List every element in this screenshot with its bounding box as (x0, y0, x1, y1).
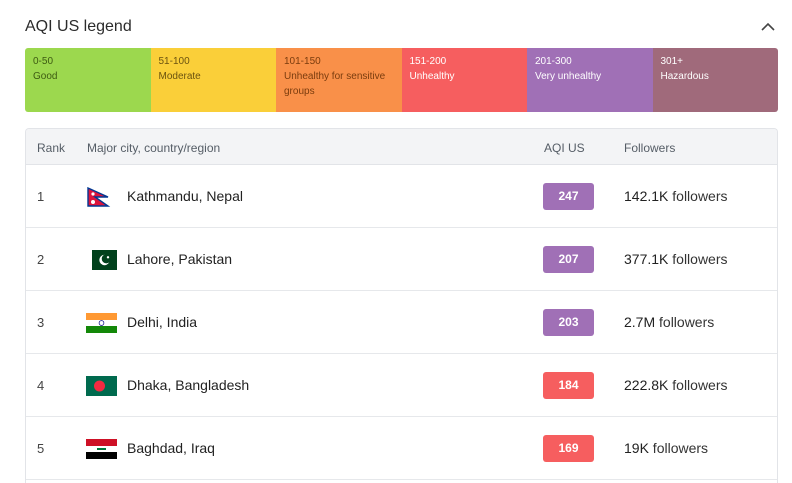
chevron-up-icon[interactable] (759, 18, 777, 36)
followers-count: 377.1K (624, 251, 669, 267)
city-ranking-table: Rank Major city, country/region AQI US F… (25, 128, 778, 483)
header-city[interactable]: Major city, country/region (87, 141, 221, 155)
legend-label: Hazardous (660, 71, 709, 82)
followers-cell: 222.8K followers (624, 354, 728, 417)
followers-word: followers (668, 188, 728, 204)
table-row[interactable]: 2 Lahore, Pakistan 207 377.1K followers (26, 228, 777, 291)
legend-range: 301+ (660, 56, 684, 67)
legend-label: Good (33, 71, 58, 82)
followers-word: followers (648, 440, 709, 456)
legend-range: 101-150 (284, 56, 321, 67)
legend-label: Moderate (158, 71, 201, 82)
followers-cell: 19K followers (624, 417, 708, 480)
header-rank[interactable]: Rank (37, 141, 66, 155)
table-row[interactable]: 5 Baghdad, Iraq 169 19K followers (26, 417, 777, 480)
bangladesh-flag-icon (86, 376, 117, 396)
table-row[interactable]: 1 Kathmandu, Nepal 247 142.1K followers (26, 165, 777, 228)
legend-range: 0-50 (33, 56, 54, 67)
legend-header: AQI US legend (25, 16, 777, 38)
iraq-flag-icon (86, 439, 117, 459)
legend-segment-unhealthy-sensitive: 101-150 Unhealthy for sensitive groups (276, 48, 402, 112)
rank-cell: 5 (37, 441, 45, 456)
header-aqi[interactable]: AQI US (544, 141, 585, 155)
city-link[interactable]: Baghdad, Iraq (127, 440, 215, 456)
aqi-badge: 184 (543, 372, 594, 399)
legend-segment-unhealthy: 151-200 Unhealthy (401, 48, 527, 112)
followers-word: followers (668, 377, 728, 393)
rank-cell: 4 (37, 378, 45, 393)
rank-cell: 1 (37, 189, 45, 204)
legend-segment-good: 0-50 Good (25, 48, 151, 112)
legend-range: 51-100 (158, 56, 190, 67)
legend-segment-moderate: 51-100 Moderate (150, 48, 276, 112)
legend-segment-hazardous: 301+ Hazardous (652, 48, 778, 112)
legend-label: Unhealthy (409, 71, 455, 82)
legend-label: Unhealthy for sensitive groups (284, 71, 386, 97)
city-link[interactable]: Dhaka, Bangladesh (127, 377, 250, 393)
followers-word: followers (668, 251, 728, 267)
city-link[interactable]: Kathmandu, Nepal (127, 188, 243, 204)
table-row[interactable]: 4 Dhaka, Bangladesh 184 222.8K followers (26, 354, 777, 417)
followers-cell: 2.7M followers (624, 291, 714, 354)
city-link[interactable]: Lahore, Pakistan (127, 251, 233, 267)
rank-cell: 2 (37, 252, 45, 267)
legend-range: 151-200 (409, 56, 447, 67)
followers-cell: 377.1K followers (624, 228, 728, 291)
india-flag-icon (86, 313, 117, 333)
aqi-badge: 247 (543, 183, 594, 210)
legend-title: AQI US legend (25, 18, 132, 35)
pakistan-flag-icon (86, 250, 117, 270)
legend-segment-very-unhealthy: 201-300 Very unhealthy (527, 48, 653, 112)
city-link[interactable]: Delhi, India (127, 314, 198, 330)
aqi-legend-bar: 0-50 Good 51-100 Moderate 101-150 Unheal… (25, 48, 778, 112)
aqi-badge: 203 (543, 309, 594, 336)
legend-label: Very unhealthy (535, 71, 602, 82)
table-row[interactable]: 3 Delhi, India 203 2.7M followers (26, 291, 777, 354)
header-followers[interactable]: Followers (624, 141, 676, 155)
rank-cell: 3 (37, 315, 45, 330)
followers-count: 2.7M (624, 314, 656, 330)
table-header: Rank Major city, country/region AQI US F… (26, 129, 777, 165)
followers-count: 19K (624, 440, 649, 456)
followers-count: 222.8K (624, 377, 669, 393)
aqi-badge: 169 (543, 435, 594, 462)
nepal-flag-icon (86, 186, 117, 207)
followers-count: 142.1K (624, 188, 669, 204)
followers-cell: 142.1K followers (624, 165, 728, 228)
aqi-badge: 207 (543, 246, 594, 273)
legend-range: 201-300 (535, 56, 572, 67)
followers-word: followers (655, 314, 715, 330)
